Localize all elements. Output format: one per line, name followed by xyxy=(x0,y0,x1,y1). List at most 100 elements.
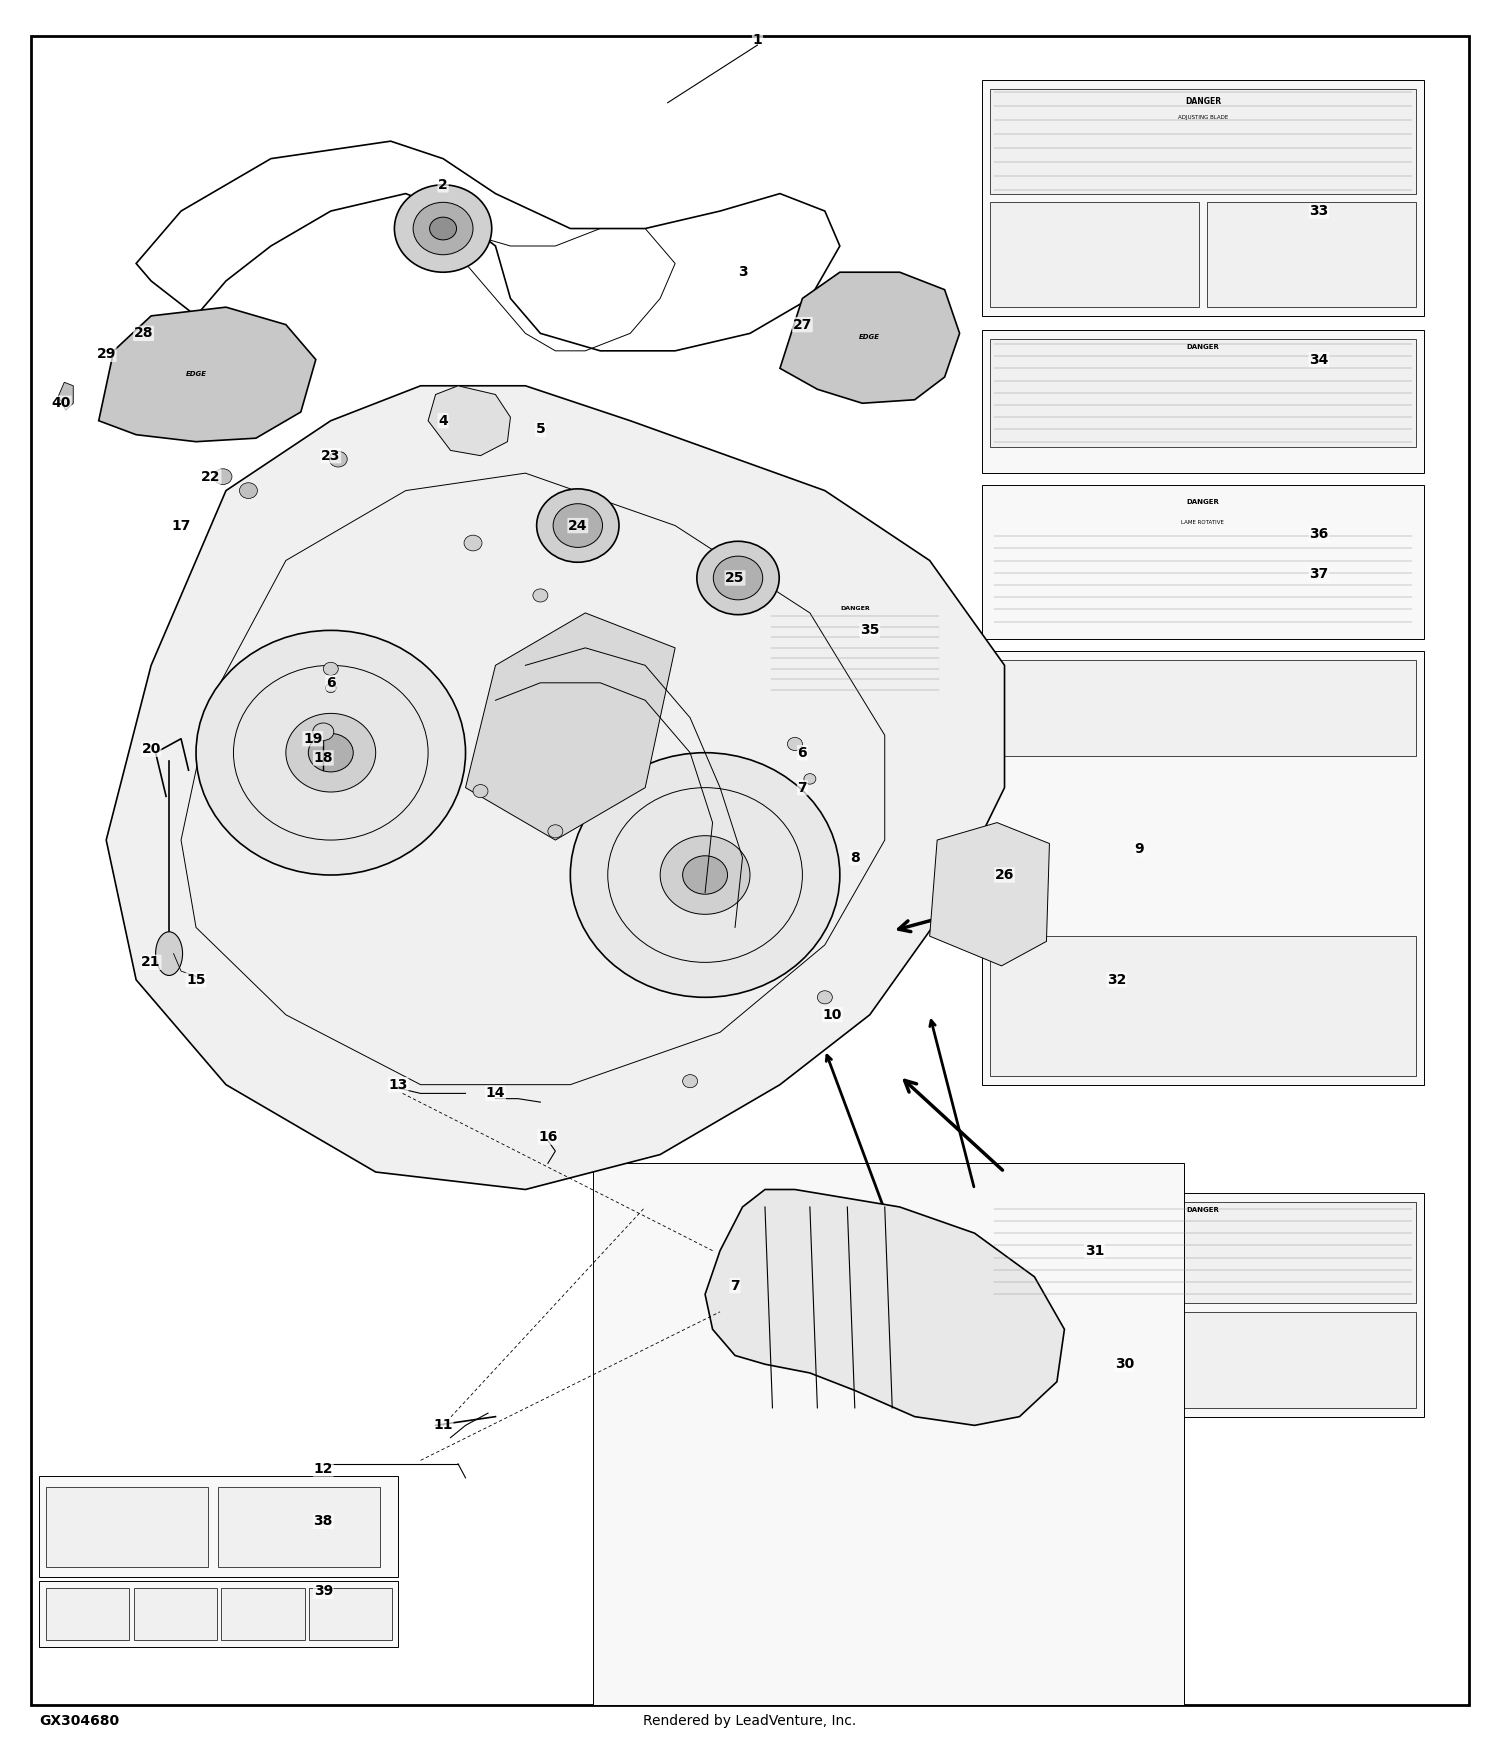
Bar xyxy=(990,660,1416,756)
Text: DANGER: DANGER xyxy=(1186,343,1219,350)
Text: 12: 12 xyxy=(314,1461,333,1475)
Ellipse shape xyxy=(548,824,562,838)
Text: 23: 23 xyxy=(321,448,340,462)
Ellipse shape xyxy=(309,733,352,772)
Bar xyxy=(982,1194,1424,1418)
Text: LAME ROTATIVE: LAME ROTATIVE xyxy=(1182,520,1224,525)
Text: 29: 29 xyxy=(96,346,116,360)
Text: 7: 7 xyxy=(730,1279,740,1293)
Text: 30: 30 xyxy=(1114,1358,1134,1372)
Ellipse shape xyxy=(537,488,620,562)
Bar xyxy=(990,338,1416,446)
Ellipse shape xyxy=(698,541,778,614)
Text: 4: 4 xyxy=(438,413,448,427)
Ellipse shape xyxy=(214,469,232,485)
Text: 27: 27 xyxy=(792,318,812,332)
Bar xyxy=(222,1587,304,1640)
Text: Rendered by LeadVenture, Inc.: Rendered by LeadVenture, Inc. xyxy=(644,1713,856,1727)
Text: 3: 3 xyxy=(738,266,747,280)
Ellipse shape xyxy=(472,784,488,798)
Text: 6: 6 xyxy=(326,676,336,690)
Ellipse shape xyxy=(156,931,183,975)
Polygon shape xyxy=(427,385,510,455)
Bar xyxy=(39,1580,398,1647)
Text: 5: 5 xyxy=(536,422,546,436)
Polygon shape xyxy=(465,612,675,840)
Text: 36: 36 xyxy=(1310,527,1329,541)
Text: EDGE: EDGE xyxy=(186,371,207,376)
Polygon shape xyxy=(705,1190,1065,1424)
Text: DANGER: DANGER xyxy=(840,606,870,611)
Polygon shape xyxy=(58,382,74,410)
Bar xyxy=(134,1587,218,1640)
Text: 26: 26 xyxy=(994,868,1014,882)
Ellipse shape xyxy=(660,836,750,914)
Bar xyxy=(46,1486,209,1566)
Text: GX304680: GX304680 xyxy=(39,1713,119,1727)
Text: 31: 31 xyxy=(1084,1244,1104,1258)
Polygon shape xyxy=(780,273,960,402)
Ellipse shape xyxy=(570,752,840,997)
Bar xyxy=(990,936,1416,1076)
Text: 25: 25 xyxy=(726,570,746,584)
Bar xyxy=(982,485,1424,639)
Text: 7: 7 xyxy=(798,780,807,794)
Bar xyxy=(765,595,945,700)
Bar xyxy=(309,1587,392,1640)
Bar xyxy=(39,1475,398,1577)
Bar xyxy=(990,1312,1416,1409)
Ellipse shape xyxy=(394,186,492,273)
Text: 18: 18 xyxy=(314,751,333,765)
Text: DANGER: DANGER xyxy=(1186,499,1219,506)
Ellipse shape xyxy=(788,737,802,751)
Polygon shape xyxy=(99,308,316,441)
Ellipse shape xyxy=(682,856,728,894)
Text: 21: 21 xyxy=(141,956,160,970)
Polygon shape xyxy=(930,822,1050,966)
Text: 17: 17 xyxy=(171,518,190,532)
Ellipse shape xyxy=(818,990,833,1004)
Text: 33: 33 xyxy=(1310,205,1329,219)
Ellipse shape xyxy=(326,684,336,693)
Text: 9: 9 xyxy=(1134,842,1144,856)
Bar xyxy=(982,80,1424,317)
Ellipse shape xyxy=(314,723,334,740)
Text: 40: 40 xyxy=(51,396,70,410)
Ellipse shape xyxy=(286,714,375,793)
Text: DANGER: DANGER xyxy=(1185,98,1221,107)
Polygon shape xyxy=(106,385,1005,1190)
Text: 10: 10 xyxy=(822,1008,842,1022)
Bar xyxy=(592,1164,1184,1704)
Text: 32: 32 xyxy=(1107,973,1126,987)
Text: 20: 20 xyxy=(141,742,160,756)
Ellipse shape xyxy=(554,504,603,548)
Text: 38: 38 xyxy=(314,1514,333,1528)
Text: 2: 2 xyxy=(438,178,448,192)
Text: 35: 35 xyxy=(859,623,879,637)
Text: 13: 13 xyxy=(388,1078,408,1092)
Bar xyxy=(990,1202,1416,1304)
Ellipse shape xyxy=(682,1074,698,1088)
Bar xyxy=(990,203,1198,308)
Text: 15: 15 xyxy=(186,973,206,987)
Text: 24: 24 xyxy=(568,518,588,532)
Ellipse shape xyxy=(240,483,258,499)
Ellipse shape xyxy=(324,662,339,676)
Text: ADJUSTING BLADE: ADJUSTING BLADE xyxy=(1178,116,1228,121)
Text: 39: 39 xyxy=(314,1584,333,1598)
Text: DANGER: DANGER xyxy=(1186,1208,1219,1213)
Text: 22: 22 xyxy=(201,469,220,483)
Bar xyxy=(46,1587,129,1640)
Ellipse shape xyxy=(429,217,456,240)
Text: 1: 1 xyxy=(753,33,762,47)
Text: 34: 34 xyxy=(1310,352,1329,366)
Ellipse shape xyxy=(330,452,346,467)
Bar xyxy=(982,651,1424,1085)
Bar xyxy=(990,89,1416,194)
Ellipse shape xyxy=(714,556,762,600)
Text: 37: 37 xyxy=(1310,567,1329,581)
Ellipse shape xyxy=(464,536,482,551)
Text: EDGE: EDGE xyxy=(859,334,880,340)
Text: 8: 8 xyxy=(850,850,859,864)
Bar xyxy=(1206,203,1416,308)
